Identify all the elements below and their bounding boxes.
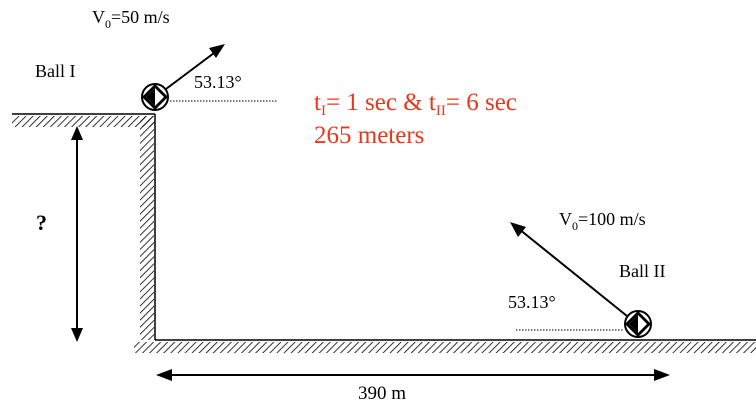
cliff-top-ground (12, 113, 155, 127)
ball-two (624, 310, 652, 338)
ball-one-angle-label: 53.13° (194, 72, 242, 92)
ball-one-velocity-label: V0=50 m/s (92, 7, 170, 31)
ball-two-velocity-label: V0=100 m/s (559, 209, 646, 233)
distance-label: 390 m (358, 383, 406, 404)
distance-arrow (156, 369, 670, 381)
height-arrow (71, 126, 83, 342)
height-unknown-label: ? (36, 210, 47, 235)
ball-one-velocity-arrow (165, 44, 225, 90)
ball-one-name: Ball I (35, 61, 76, 81)
ball-one (141, 83, 169, 111)
ball-two-angle-label: 53.13° (508, 292, 556, 312)
cliff-wall (140, 114, 156, 340)
bottom-ground (134, 339, 756, 353)
answer-times: tI= 1 sec & tII= 6 sec (314, 89, 517, 119)
ball-two-velocity-arrow (510, 222, 628, 317)
answer-distance: 265 meters (314, 122, 424, 149)
ball-two-name: Ball II (619, 261, 666, 281)
